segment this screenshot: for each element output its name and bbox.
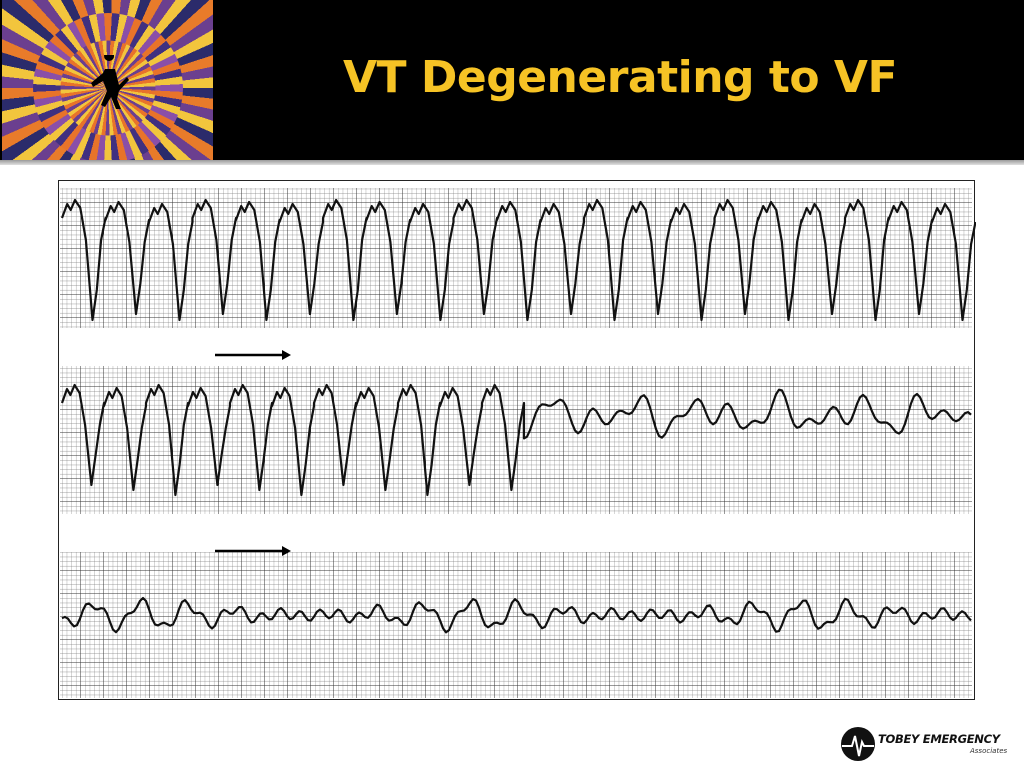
ecg-trace	[60, 198, 976, 322]
ecg-strip	[58, 180, 976, 700]
logo: TOBEY EMERGENCY Associates	[840, 720, 1024, 768]
logo-name: TOBEY EMERGENCY	[878, 732, 1000, 746]
ecg-trace	[60, 383, 972, 497]
header-rule	[0, 160, 1024, 165]
arrow-head	[282, 350, 291, 360]
falling-figure	[91, 55, 129, 109]
logo-icon	[841, 727, 875, 761]
slide-title: VT Degenerating to VF	[342, 52, 898, 103]
spiral-illustration	[2, 0, 213, 160]
arrow-head	[282, 546, 291, 556]
ecg-trace	[61, 596, 972, 634]
grid	[60, 552, 972, 698]
grid	[60, 366, 972, 514]
logo-subtitle: Associates	[970, 747, 1008, 755]
